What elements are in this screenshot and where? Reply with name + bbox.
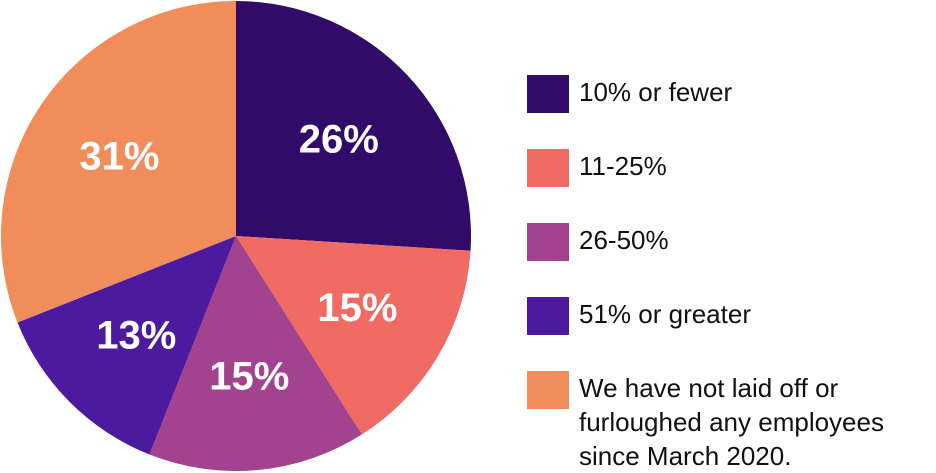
pie-slice [17,236,236,455]
legend-swatch [527,149,569,187]
legend-item: 51% or greater [527,297,929,335]
legend-swatch [527,223,569,261]
legend-label: 26-50% [579,225,669,255]
legend-item: We have not laid off or furloughed any e… [527,371,929,473]
legend-swatch [527,371,569,409]
legend-label: 10% or fewer [579,77,733,107]
legend-item: 11-25% [527,149,929,187]
pie-slice [236,1,471,251]
pie-area: 26% 15% 15% 13% 31% [0,1,471,471]
legend-label: 51% or greater [579,299,751,329]
legend-swatch [527,297,569,335]
legend-swatch [527,75,569,113]
legend-item: 10% or fewer [527,75,929,113]
value-label: 15% [317,286,397,330]
legend-label: We have not laid off or furloughed any e… [579,373,884,471]
legend-label: 11-25% [579,151,667,181]
pie-slice [0,1,236,323]
pie-slice [149,236,362,471]
value-label: 13% [96,314,176,358]
legend-item: 26-50% [527,223,929,261]
value-label: 15% [209,354,289,398]
value-label: 26% [299,117,379,161]
pie-slice [236,236,471,435]
value-label: 31% [79,135,159,179]
